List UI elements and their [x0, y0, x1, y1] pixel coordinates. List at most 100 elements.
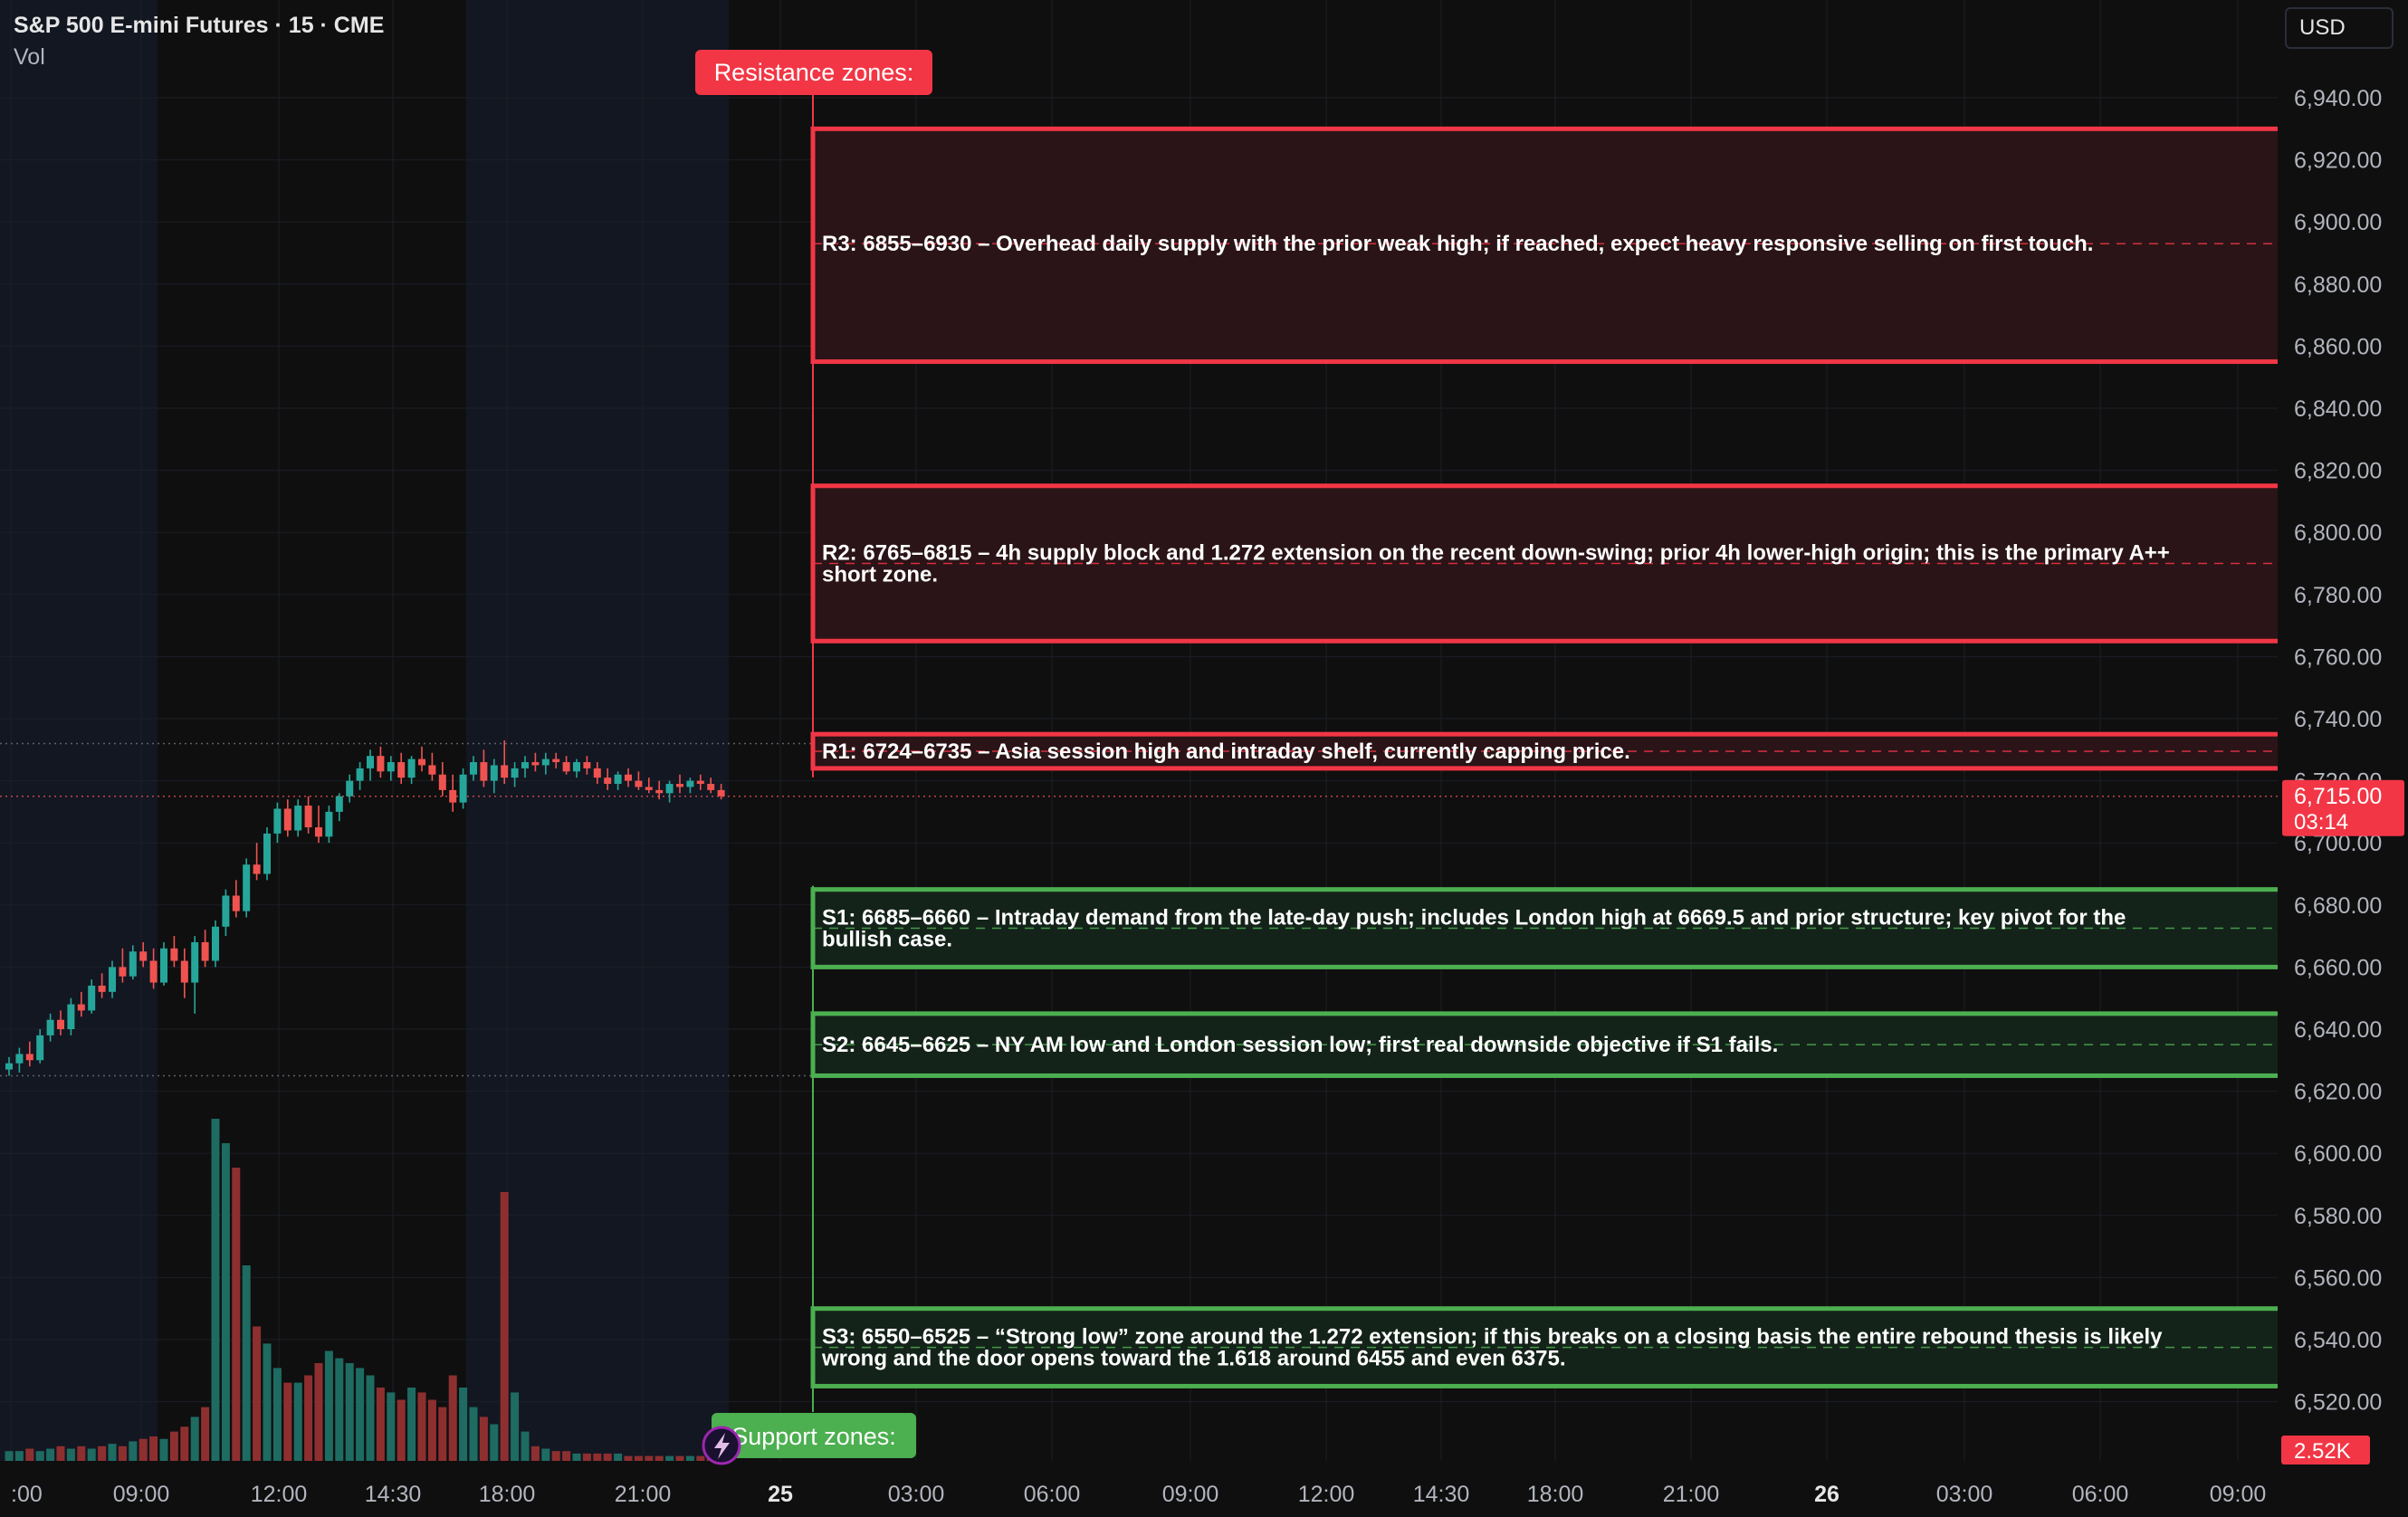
volume-bar	[417, 1392, 426, 1461]
zone-s2[interactable]: S2: 6645–6625 – NY AM low and London ses…	[810, 1011, 2298, 1078]
volume-bar	[77, 1445, 86, 1461]
candle	[139, 941, 148, 968]
volume-bar	[356, 1368, 365, 1461]
volume-bar	[459, 1388, 468, 1461]
candle	[67, 997, 75, 1035]
candle	[593, 762, 601, 785]
volume-bar	[665, 1455, 674, 1461]
volume-bar	[263, 1343, 272, 1461]
candle	[490, 758, 498, 794]
zone-label: short zone.	[822, 563, 938, 587]
candle	[397, 752, 406, 785]
volume-bar	[438, 1407, 447, 1461]
volume-bar	[242, 1265, 251, 1461]
lightning-icon[interactable]	[702, 1426, 741, 1465]
volume-bar	[541, 1448, 550, 1461]
time-tick-label: :00	[11, 1482, 43, 1507]
volume-legend-label[interactable]: Vol	[14, 44, 45, 70]
currency-selector[interactable]: USD	[2285, 7, 2394, 49]
symbol-title[interactable]: S&P 500 E-mini Futures · 15 · CME	[14, 13, 385, 38]
annotation-zones: R3: 6855–6930 – Overhead daily supply wi…	[810, 89, 2298, 1412]
candle	[170, 936, 178, 968]
candle	[283, 799, 291, 837]
volume-value-tag: 2.52K	[2281, 1436, 2370, 1465]
volume-bar	[108, 1444, 117, 1461]
support-zones-label[interactable]: Support zones:	[712, 1413, 916, 1458]
price-tick-label: 6,620.00	[2294, 1080, 2382, 1105]
zone-label: R1: 6724–6735 – Asia session high and in…	[822, 739, 1630, 764]
candle	[449, 774, 457, 812]
volume-bar	[376, 1388, 385, 1461]
price-tick-label: 6,600.00	[2294, 1141, 2382, 1167]
zone-r2[interactable]: R2: 6765–6815 – 4h supply block and 1.27…	[810, 483, 2298, 644]
candle	[531, 752, 540, 772]
candle	[686, 778, 694, 794]
candle	[428, 752, 436, 781]
price-tick-label: 6,920.00	[2294, 148, 2382, 174]
zone-s3[interactable]: S3: 6550–6525 – “Strong low” zone around…	[810, 1306, 2298, 1388]
volume-bar	[232, 1168, 241, 1461]
candle	[222, 889, 230, 937]
price-tick-label: 6,520.00	[2294, 1390, 2382, 1416]
zone-r1[interactable]: R1: 6724–6735 – Asia session high and in…	[810, 731, 2298, 771]
candlestick-series	[5, 740, 725, 1076]
volume-bar	[221, 1143, 230, 1461]
volume-bar	[5, 1451, 14, 1461]
candle	[676, 774, 683, 794]
candle	[160, 941, 167, 986]
time-tick-label: 21:00	[615, 1482, 672, 1507]
price-tick-label: 6,780.00	[2294, 583, 2382, 608]
candle	[88, 979, 96, 1014]
time-axis[interactable]: :00 09:00 12:00 14:30 18:00 21:00 25 03:00 06:00…	[11, 1482, 2266, 1507]
time-tick-label: 25	[768, 1482, 793, 1507]
candle	[501, 740, 509, 785]
volume-bar	[211, 1119, 220, 1461]
volume-bar	[387, 1392, 396, 1461]
current-price-label: 6,715.00	[2294, 784, 2382, 809]
zone-label: R3: 6855–6930 – Overhead daily supply wi…	[822, 232, 2093, 256]
volume-bar	[696, 1455, 705, 1461]
price-tick-label: 6,540.00	[2294, 1328, 2382, 1353]
resistance-zones-label[interactable]: Resistance zones:	[695, 50, 932, 95]
candle	[25, 1041, 33, 1067]
volume-bar	[603, 1453, 612, 1461]
price-axis[interactable]: 6,940.00 6,920.00 6,900.00 6,880.00 6,860.00…	[2278, 0, 2408, 1517]
volume-bars	[5, 1119, 726, 1461]
candle	[180, 948, 188, 998]
candle	[614, 771, 622, 790]
volume-bar	[521, 1431, 530, 1461]
volume-bar	[118, 1445, 127, 1461]
candle	[480, 749, 488, 787]
svg-text:2.52K: 2.52K	[2294, 1439, 2351, 1464]
candle	[541, 752, 549, 775]
volume-bar	[530, 1445, 540, 1461]
candle	[387, 756, 395, 781]
volume-bar	[448, 1375, 457, 1461]
price-tick-label: 6,680.00	[2294, 893, 2382, 919]
candle	[407, 756, 416, 785]
zone-label: wrong and the door opens toward the 1.61…	[821, 1347, 1566, 1371]
candle	[201, 930, 209, 968]
candle	[304, 796, 312, 834]
zone-r3[interactable]: R3: 6855–6930 – Overhead daily supply wi…	[810, 126, 2298, 365]
candle	[263, 827, 271, 881]
volume-bar	[293, 1382, 302, 1461]
price-tick-label: 6,940.00	[2294, 86, 2382, 111]
volume-bar	[634, 1455, 643, 1461]
time-tick-label: 12:00	[251, 1482, 308, 1507]
candle	[119, 948, 127, 983]
time-tick-label: 09:00	[1162, 1482, 1219, 1507]
price-tick-label: 6,860.00	[2294, 334, 2382, 359]
volume-bar	[645, 1455, 654, 1461]
zone-s1[interactable]: S1: 6685–6660 – Intraday demand from the…	[810, 887, 2298, 969]
volume-bar	[14, 1451, 24, 1461]
volume-bar	[25, 1448, 34, 1461]
candle	[583, 756, 591, 775]
price-tick-label: 6,660.00	[2294, 955, 2382, 980]
candle	[232, 880, 240, 918]
candle	[562, 756, 570, 775]
volume-bar	[149, 1436, 158, 1461]
candle	[243, 858, 251, 918]
time-tick-label: 06:00	[2072, 1482, 2129, 1507]
